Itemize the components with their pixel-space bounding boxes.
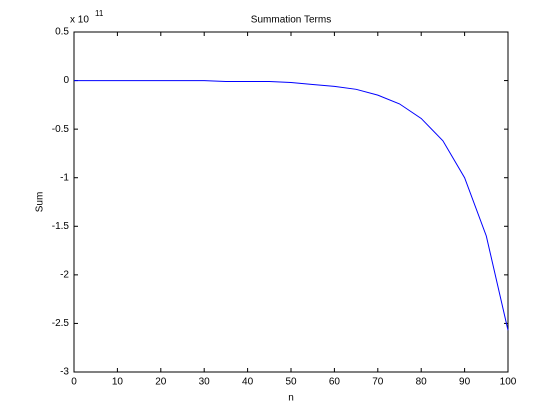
y-multiplier-exponent: 11: [95, 9, 104, 18]
y-tick-label: -3: [60, 367, 69, 378]
x-tick-label: 50: [285, 377, 297, 388]
y-multiplier: x 10: [70, 15, 89, 26]
chart-title: Summation Terms: [251, 15, 331, 26]
y-axis-label: Sum: [35, 192, 46, 213]
x-tick-label: 80: [416, 377, 428, 388]
x-axis-label: n: [288, 393, 294, 404]
x-tick-label: 30: [199, 377, 211, 388]
x-tick-label: 40: [242, 377, 254, 388]
y-tick-label: -2: [60, 269, 69, 280]
x-tick-label: 20: [155, 377, 167, 388]
x-tick-label: 100: [500, 377, 517, 388]
x-tick-label: 70: [372, 377, 384, 388]
x-tick-label: 0: [71, 377, 77, 388]
y-tick-label: 0: [63, 75, 69, 86]
y-tick-label: -1: [60, 172, 69, 183]
x-tick-label: 10: [112, 377, 124, 388]
y-tick-label: -2.5: [52, 318, 70, 329]
plot-area: [73, 31, 509, 373]
y-tick-label: -0.5: [52, 124, 70, 135]
line-series: [74, 80, 509, 331]
y-tick-label: -1.5: [52, 221, 70, 232]
x-tick-label: 90: [459, 377, 471, 388]
x-tick-label: 60: [329, 377, 341, 388]
y-tick-label: 0.5: [55, 27, 69, 38]
